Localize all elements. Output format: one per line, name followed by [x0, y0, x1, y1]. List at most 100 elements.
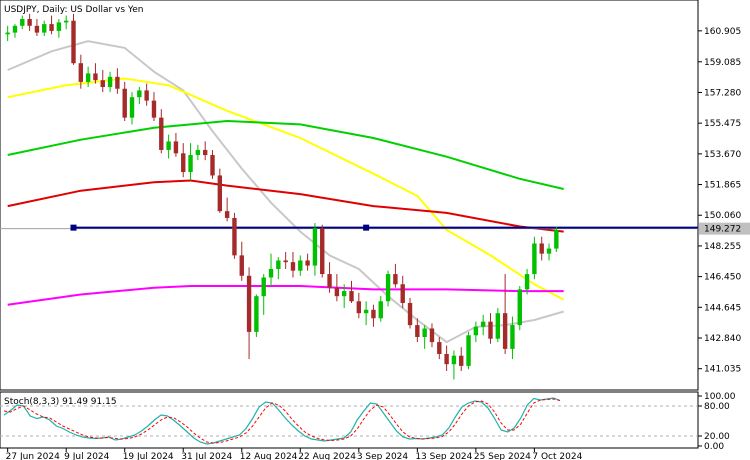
candle-body — [151, 100, 157, 118]
candle-body — [437, 342, 442, 354]
price-axis: 160.905 159.085 157.280 155.475 153.670 151.8… — [698, 27, 750, 375]
chart-title: USDJPY, Daily: US Dollar vs Yen — [4, 5, 143, 15]
candle-body — [385, 274, 391, 302]
price-tick-label: 159.085 — [704, 58, 741, 68]
price-tick-label: 146.450 — [704, 273, 741, 283]
candle-body — [210, 155, 215, 176]
candle-body — [254, 296, 259, 332]
date-tick-label: 31 Jul 2024 — [181, 452, 232, 460]
candle-body — [202, 149, 208, 156]
candle-body — [554, 229, 559, 249]
candle-body — [334, 287, 340, 297]
candle-body — [363, 309, 369, 314]
resistance-anchor — [363, 224, 370, 231]
candle-body — [502, 313, 508, 349]
price-tick-label: 160.905 — [704, 27, 741, 37]
price-tick-label: 148.255 — [704, 242, 741, 252]
moving-average-line — [7, 119, 564, 190]
date-tick-label: 13 Sep 2024 — [415, 452, 472, 460]
candle-body — [78, 63, 84, 82]
candle-body — [261, 277, 266, 297]
candle-body — [5, 32, 10, 35]
candle-body — [283, 260, 288, 263]
candle-body — [480, 321, 486, 327]
price-tick-label: 153.670 — [704, 150, 741, 160]
candle-body — [217, 175, 223, 212]
stochastic-tick-label: 80.00 — [704, 402, 730, 412]
candle-body — [27, 19, 32, 26]
price-panel-frame — [0, 0, 699, 391]
price-tick-label: 157.280 — [704, 88, 741, 98]
stochastic-signal-line — [3, 398, 561, 444]
candle-body — [85, 73, 91, 82]
candle-body — [517, 289, 522, 326]
current-price-tag — [699, 222, 750, 235]
stochastic-label: Stoch(8,3,3) 91.49 91.15 — [4, 397, 117, 407]
candle-body — [246, 275, 252, 332]
candle-body — [20, 19, 25, 26]
date-axis: 27 Jun 2024 9 Jul 2024 19 Jul 2024 31 Jul 2… — [6, 448, 583, 460]
moving-average-line — [7, 77, 565, 301]
candle-body — [524, 274, 530, 290]
candle-body — [400, 284, 405, 303]
candle-body — [473, 326, 479, 336]
candle-body — [415, 325, 420, 337]
candle-body — [312, 228, 318, 266]
price-tick-label: 155.475 — [704, 119, 741, 129]
candle-body — [429, 328, 435, 343]
candle-body — [107, 76, 113, 88]
candle-body — [173, 141, 179, 154]
candle-body — [63, 20, 69, 23]
stochastic-tick-label: 20.00 — [704, 432, 730, 442]
candle-body — [422, 328, 427, 337]
candle-body — [100, 80, 105, 88]
stochastic-tick-label: 0.00 — [704, 442, 724, 452]
date-tick-label: 9 Jul 2024 — [64, 452, 109, 460]
price-tick-label: 151.865 — [704, 181, 741, 191]
candle-body — [276, 260, 281, 269]
candle-body — [305, 260, 310, 266]
candle-body — [290, 262, 296, 271]
candle-body — [407, 302, 413, 326]
price-tick-label: 141.035 — [704, 365, 741, 375]
candle-body — [539, 243, 544, 254]
candle-body — [181, 153, 186, 173]
candle-body — [137, 90, 142, 98]
date-tick-label: 12 Aug 2024 — [240, 452, 298, 460]
candle-body — [327, 274, 332, 288]
candle-body — [356, 301, 362, 314]
candle-body — [166, 141, 171, 150]
candle-body — [444, 353, 449, 365]
candle-body — [532, 243, 537, 275]
candle-body — [239, 255, 244, 276]
candle-body — [378, 301, 383, 319]
candle-body — [488, 321, 493, 339]
candle-body — [459, 355, 464, 366]
candle-body — [232, 217, 237, 256]
candle-body — [129, 97, 135, 118]
date-tick-label: 3 Sep 2024 — [357, 452, 409, 460]
candle-body — [56, 22, 62, 31]
candle-body — [224, 211, 230, 218]
candle-body — [159, 117, 164, 150]
date-tick-label: 19 Jul 2024 — [123, 452, 174, 460]
date-tick-label: 25 Sep 2024 — [474, 452, 531, 460]
price-tick-label: 144.645 — [704, 303, 741, 313]
candle-body — [122, 88, 127, 118]
resistance-anchor — [70, 224, 77, 231]
candle-body — [195, 149, 201, 156]
candle-body — [34, 25, 40, 33]
candle-body — [115, 76, 120, 89]
candle-body — [12, 25, 18, 33]
candle-body — [93, 73, 98, 81]
candle-body — [349, 291, 354, 302]
price-tick-label: 142.840 — [704, 334, 741, 344]
resistance-line — [0, 224, 698, 231]
stochastic-tick-label: 100.00 — [704, 392, 736, 402]
candle-body — [268, 268, 274, 278]
candle-body — [546, 248, 552, 254]
date-tick-label: 22 Aug 2024 — [298, 452, 356, 460]
